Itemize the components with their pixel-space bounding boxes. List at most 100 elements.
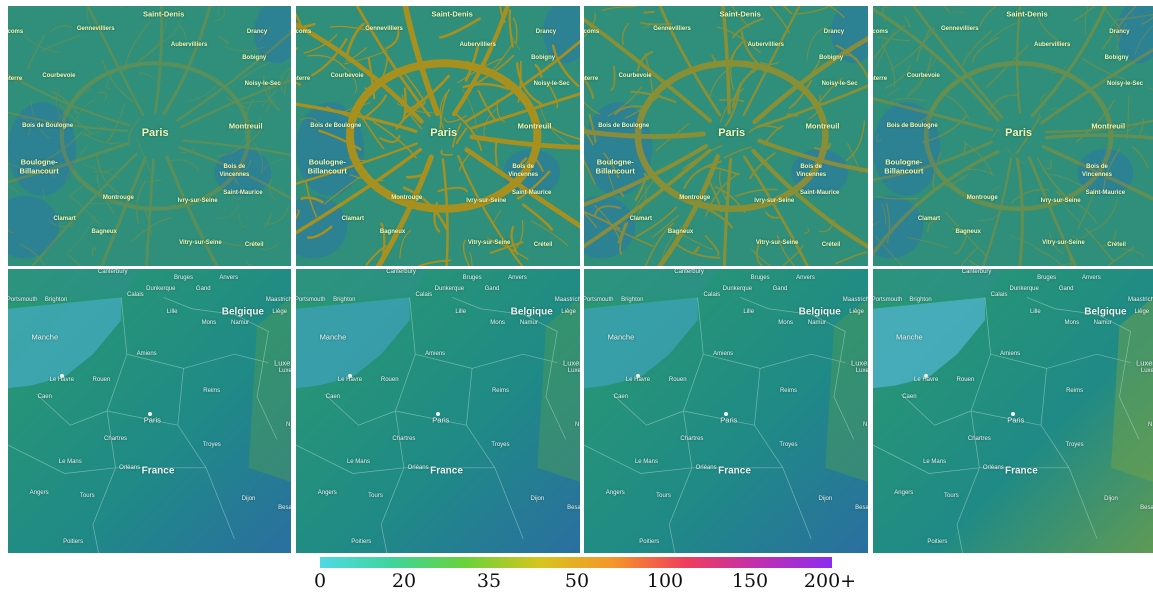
map-label-colombes-part: ecoms: [873, 29, 889, 35]
map-label-vitry: Vitry-sur-Seine: [179, 239, 222, 246]
map-label-vitry: Vitry-sur-Seine: [755, 239, 799, 246]
color-scale-bar: [320, 557, 832, 568]
map-label-noisy: Noisy-le-Sec: [1106, 81, 1144, 87]
paris-density-map: [584, 6, 868, 266]
map-label-maastricht: Maastricht: [554, 297, 580, 304]
map-label-maastricht: Maastricht: [842, 297, 868, 304]
map-label-calais: Calais: [127, 291, 144, 298]
map-label-paris: Paris: [143, 415, 161, 425]
map-label-orleans: Orléans: [407, 464, 429, 471]
map-label-calais: Calais: [990, 291, 1008, 298]
map-label-tours: Tours: [79, 493, 95, 500]
color-scale-legend: 0 20 35 50 100 150 200+: [314, 555, 856, 592]
map-label-brighton: Brighton: [44, 297, 68, 304]
city-marker: [59, 373, 64, 378]
map-label-anvers: Anvers: [796, 274, 815, 281]
map-label-nanterre-part: nterre: [296, 75, 311, 82]
map-label-le-havre: Le Havre: [49, 376, 74, 383]
map-label-belgique: Belgique: [510, 306, 553, 318]
map-label-gennevilliers: Gennevilliers: [653, 26, 691, 33]
map-label-luxem: Luxem: [274, 358, 291, 368]
map-label-drancy: Drancy: [246, 29, 268, 35]
map-label-saint-denis: Saint-Denis: [431, 9, 473, 19]
city-marker: [347, 373, 352, 378]
map-label-colombes-part: ecoms: [8, 29, 24, 35]
map-label-bobigny: Bobigny: [1104, 55, 1129, 61]
city-marker: [724, 411, 728, 416]
map-label-bois-vincennes-1: Bois de: [512, 164, 535, 171]
map-label-paris: Paris: [432, 415, 450, 425]
map-label-manche: Manche: [896, 332, 923, 342]
map-label-bagneux: Bagneux: [667, 229, 694, 236]
map-label-rouen: Rouen: [380, 376, 399, 383]
france-map-panel-2: Canterbury Bruges Anvers Gand Dunkerque Calai…: [296, 269, 580, 553]
map-label-aubervilliers: Aubervilliers: [170, 42, 208, 48]
map-label-mons: Mons: [1064, 319, 1080, 326]
map-label-bois-vincennes-2: Vincennes: [796, 172, 827, 178]
map-label-vitry: Vitry-sur-Seine: [1042, 239, 1085, 246]
map-label-le-mans: Le Mans: [346, 459, 370, 466]
map-label-poitiers: Poitiers: [927, 538, 948, 545]
map-label-gennevilliers: Gennevilliers: [76, 26, 115, 33]
map-label-bagneux: Bagneux: [91, 229, 117, 236]
map-label-poitiers: Poitiers: [639, 538, 660, 545]
map-label-reims: Reims: [1066, 388, 1084, 395]
map-label-boulogne-1: Boulogne-: [596, 157, 634, 167]
map-label-creteil: Créteil: [1107, 242, 1126, 249]
map-label-saint-maurice: Saint-Maurice: [800, 190, 840, 197]
legend-tick-20: 20: [391, 570, 417, 592]
map-label-gand: Gand: [772, 285, 788, 292]
map-label-canterbury: Canterbury: [674, 269, 704, 275]
map-label-amiens: Amiens: [425, 351, 446, 358]
map-label-dunkerque: Dunkerque: [146, 285, 176, 292]
paris-map-panel-2: Saint-Denis Gennevilliers Aubervilliers Dra…: [296, 6, 580, 266]
map-label-aubervilliers: Aubervilliers: [747, 42, 784, 48]
map-label-namur: Namur: [807, 319, 826, 326]
france-map-panel-3: Canterbury Bruges Anvers Gand Dunkerque Calai…: [584, 269, 868, 553]
map-label-le-mans: Le Mans: [923, 459, 947, 466]
map-label-rouen: Rouen: [668, 376, 687, 383]
map-label-caen: Caen: [613, 393, 629, 400]
map-label-drancy: Drancy: [535, 29, 557, 35]
map-label-mons: Mons: [201, 319, 217, 326]
map-label-dijon: Dijon: [241, 496, 256, 503]
map-label-montrouge: Montrouge: [391, 195, 423, 202]
map-label-lille: Lille: [455, 308, 467, 315]
map-label-reims: Reims: [203, 388, 221, 395]
map-label-boulogne-1: Boulogne-: [20, 157, 58, 167]
map-label-tours: Tours: [368, 493, 383, 500]
map-label-anvers: Anvers: [219, 274, 239, 281]
legend-tick-150: 150: [731, 570, 769, 592]
map-label-liege: Liège: [1134, 308, 1150, 315]
map-label-bruges: Bruges: [462, 274, 482, 281]
map-label-bois-vincennes-2: Vincennes: [1082, 172, 1112, 178]
map-label-chartres: Chartres: [967, 436, 991, 443]
map-label-bois-boulogne: Bois de Boulogne: [310, 122, 362, 129]
map-label-luxem: Luxem: [563, 358, 580, 368]
map-label-bruges: Bruges: [173, 274, 193, 281]
city-marker: [924, 373, 929, 378]
map-label-namur: Namur: [231, 319, 250, 326]
map-label-nancy-part: N: [574, 422, 580, 429]
map-label-saint-maurice: Saint-Maurice: [512, 190, 552, 197]
map-label-montreuil: Montreuil: [805, 121, 840, 131]
map-label-besancon: Besanç: [567, 504, 580, 511]
map-label-belgique: Belgique: [798, 306, 841, 318]
map-label-caen: Caen: [325, 393, 341, 400]
map-label-nancy-part: N: [1148, 422, 1153, 429]
map-label-caen: Caen: [902, 393, 917, 400]
map-label-le-havre: Le Havre: [337, 376, 363, 383]
map-label-reims: Reims: [491, 388, 509, 395]
france-map-panel-1: Canterbury Bruges Anvers Gand Dunkerque Calai…: [8, 269, 291, 553]
map-label-montrouge: Montrouge: [966, 195, 998, 202]
map-label-aubervilliers: Aubervilliers: [1034, 42, 1071, 48]
map-label-saint-denis: Saint-Denis: [143, 9, 185, 19]
map-label-clamart: Clamart: [53, 216, 76, 223]
map-label-bois-vincennes-2: Vincennes: [508, 172, 539, 178]
map-label-troyes: Troyes: [491, 442, 510, 449]
map-label-poitiers: Poitiers: [351, 538, 372, 545]
map-label-le-mans: Le Mans: [634, 459, 658, 466]
map-label-paris: Paris: [718, 127, 746, 140]
map-label-besancon: Besanç: [1140, 504, 1153, 511]
map-label-saint-denis: Saint-Denis: [1006, 9, 1048, 19]
